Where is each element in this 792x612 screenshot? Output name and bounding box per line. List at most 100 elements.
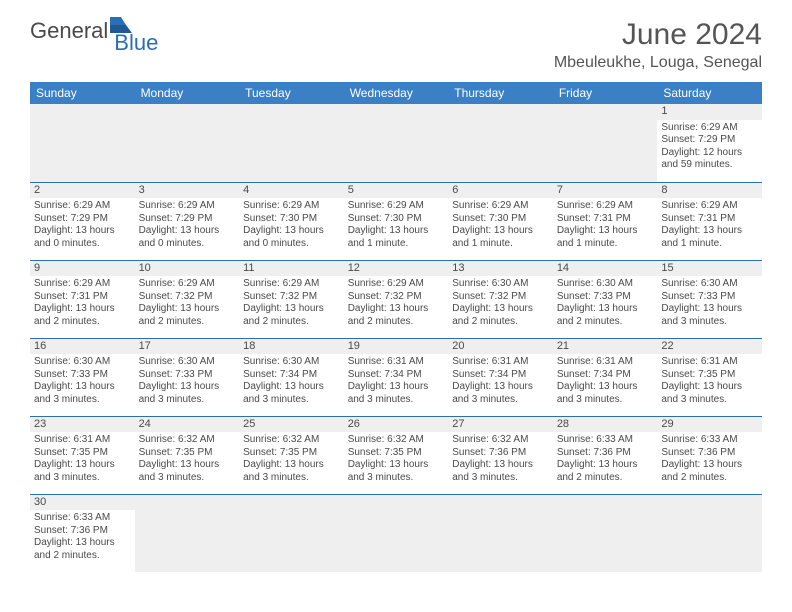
sunset-text: Sunset: 7:34 PM: [557, 369, 654, 382]
calendar-day-cell: 4Sunrise: 6:29 AMSunset: 7:30 PMDaylight…: [239, 182, 344, 260]
daylight-text: Daylight: 13 hours and 1 minute.: [348, 225, 445, 250]
sunset-text: Sunset: 7:35 PM: [348, 447, 445, 460]
sunrise-text: Sunrise: 6:30 AM: [661, 278, 758, 291]
daylight-text: Daylight: 13 hours and 3 minutes.: [452, 381, 549, 406]
logo-text-general: General: [30, 18, 108, 44]
sunset-text: Sunset: 7:30 PM: [348, 213, 445, 226]
calendar-day-cell: 24Sunrise: 6:32 AMSunset: 7:35 PMDayligh…: [135, 416, 240, 494]
sunset-text: Sunset: 7:35 PM: [243, 447, 340, 460]
sunset-text: Sunset: 7:36 PM: [34, 525, 131, 538]
day-number: 15: [657, 261, 762, 277]
sunset-text: Sunset: 7:31 PM: [661, 213, 758, 226]
calendar-day-cell: [448, 104, 553, 182]
sunrise-text: Sunrise: 6:31 AM: [348, 356, 445, 369]
day-number: 16: [30, 339, 135, 355]
calendar-day-cell: 9Sunrise: 6:29 AMSunset: 7:31 PMDaylight…: [30, 260, 135, 338]
sunrise-text: Sunrise: 6:29 AM: [557, 200, 654, 213]
sunset-text: Sunset: 7:34 PM: [348, 369, 445, 382]
calendar-day-cell: 27Sunrise: 6:32 AMSunset: 7:36 PMDayligh…: [448, 416, 553, 494]
day-number: 1: [657, 104, 762, 120]
sunset-text: Sunset: 7:34 PM: [243, 369, 340, 382]
daylight-text: Daylight: 13 hours and 3 minutes.: [34, 459, 131, 484]
daylight-text: Daylight: 13 hours and 3 minutes.: [243, 459, 340, 484]
sunset-text: Sunset: 7:29 PM: [34, 213, 131, 226]
daylight-text: Daylight: 12 hours and 59 minutes.: [661, 147, 758, 172]
day-number: 29: [657, 417, 762, 433]
daylight-text: Daylight: 13 hours and 2 minutes.: [139, 303, 236, 328]
day-number: 30: [30, 495, 135, 511]
sunset-text: Sunset: 7:29 PM: [661, 134, 758, 147]
day-number: 13: [448, 261, 553, 277]
sunset-text: Sunset: 7:33 PM: [661, 291, 758, 304]
daylight-text: Daylight: 13 hours and 3 minutes.: [557, 381, 654, 406]
calendar-day-cell: [553, 104, 658, 182]
col-saturday: Saturday: [657, 82, 762, 104]
sunrise-text: Sunrise: 6:29 AM: [34, 200, 131, 213]
calendar-day-cell: 26Sunrise: 6:32 AMSunset: 7:35 PMDayligh…: [344, 416, 449, 494]
calendar-day-cell: [239, 104, 344, 182]
col-tuesday: Tuesday: [239, 82, 344, 104]
day-number: 18: [239, 339, 344, 355]
sunset-text: Sunset: 7:35 PM: [34, 447, 131, 460]
calendar-day-cell: 29Sunrise: 6:33 AMSunset: 7:36 PMDayligh…: [657, 416, 762, 494]
day-number: 3: [135, 183, 240, 199]
calendar-day-cell: 2Sunrise: 6:29 AMSunset: 7:29 PMDaylight…: [30, 182, 135, 260]
day-number: 17: [135, 339, 240, 355]
daylight-text: Daylight: 13 hours and 0 minutes.: [139, 225, 236, 250]
daylight-text: Daylight: 13 hours and 2 minutes.: [557, 459, 654, 484]
day-number: 24: [135, 417, 240, 433]
logo-text-blue: Blue: [114, 30, 158, 56]
calendar-day-cell: 19Sunrise: 6:31 AMSunset: 7:34 PMDayligh…: [344, 338, 449, 416]
calendar-day-cell: 11Sunrise: 6:29 AMSunset: 7:32 PMDayligh…: [239, 260, 344, 338]
calendar-table: Sunday Monday Tuesday Wednesday Thursday…: [30, 82, 762, 572]
daylight-text: Daylight: 13 hours and 3 minutes.: [348, 459, 445, 484]
calendar-day-cell: 16Sunrise: 6:30 AMSunset: 7:33 PMDayligh…: [30, 338, 135, 416]
calendar-day-cell: 30Sunrise: 6:33 AMSunset: 7:36 PMDayligh…: [30, 494, 135, 572]
sunrise-text: Sunrise: 6:29 AM: [34, 278, 131, 291]
calendar-day-cell: 20Sunrise: 6:31 AMSunset: 7:34 PMDayligh…: [448, 338, 553, 416]
sunset-text: Sunset: 7:36 PM: [557, 447, 654, 460]
daylight-text: Daylight: 13 hours and 0 minutes.: [34, 225, 131, 250]
daylight-text: Daylight: 13 hours and 2 minutes.: [452, 303, 549, 328]
location-subtitle: Mbeuleukhe, Louga, Senegal: [554, 54, 762, 72]
calendar-day-cell: [344, 494, 449, 572]
calendar-day-cell: [344, 104, 449, 182]
day-number: 19: [344, 339, 449, 355]
sunset-text: Sunset: 7:32 PM: [139, 291, 236, 304]
sunrise-text: Sunrise: 6:30 AM: [139, 356, 236, 369]
title-block: June 2024 Mbeuleukhe, Louga, Senegal: [554, 18, 762, 72]
daylight-text: Daylight: 13 hours and 2 minutes.: [557, 303, 654, 328]
sunset-text: Sunset: 7:34 PM: [452, 369, 549, 382]
calendar-day-cell: [657, 494, 762, 572]
day-number: 10: [135, 261, 240, 277]
sunrise-text: Sunrise: 6:30 AM: [452, 278, 549, 291]
sunrise-text: Sunrise: 6:31 AM: [34, 434, 131, 447]
sunrise-text: Sunrise: 6:29 AM: [243, 278, 340, 291]
calendar-week-row: 2Sunrise: 6:29 AMSunset: 7:29 PMDaylight…: [30, 182, 762, 260]
calendar-day-cell: 12Sunrise: 6:29 AMSunset: 7:32 PMDayligh…: [344, 260, 449, 338]
sunset-text: Sunset: 7:32 PM: [348, 291, 445, 304]
calendar-day-cell: [448, 494, 553, 572]
calendar-week-row: 1Sunrise: 6:29 AMSunset: 7:29 PMDaylight…: [30, 104, 762, 182]
calendar-day-cell: 21Sunrise: 6:31 AMSunset: 7:34 PMDayligh…: [553, 338, 658, 416]
calendar-day-cell: [135, 104, 240, 182]
day-number: 8: [657, 183, 762, 199]
daylight-text: Daylight: 13 hours and 3 minutes.: [348, 381, 445, 406]
sunrise-text: Sunrise: 6:32 AM: [139, 434, 236, 447]
calendar-day-cell: 8Sunrise: 6:29 AMSunset: 7:31 PMDaylight…: [657, 182, 762, 260]
calendar-week-row: 9Sunrise: 6:29 AMSunset: 7:31 PMDaylight…: [30, 260, 762, 338]
sunrise-text: Sunrise: 6:29 AM: [452, 200, 549, 213]
daylight-text: Daylight: 13 hours and 3 minutes.: [139, 381, 236, 406]
calendar-day-cell: 7Sunrise: 6:29 AMSunset: 7:31 PMDaylight…: [553, 182, 658, 260]
sunset-text: Sunset: 7:33 PM: [557, 291, 654, 304]
calendar-day-cell: 3Sunrise: 6:29 AMSunset: 7:29 PMDaylight…: [135, 182, 240, 260]
day-number: 28: [553, 417, 658, 433]
sunset-text: Sunset: 7:30 PM: [243, 213, 340, 226]
day-number: 6: [448, 183, 553, 199]
day-number: 2: [30, 183, 135, 199]
calendar-day-cell: 22Sunrise: 6:31 AMSunset: 7:35 PMDayligh…: [657, 338, 762, 416]
day-number: 11: [239, 261, 344, 277]
sunrise-text: Sunrise: 6:29 AM: [139, 200, 236, 213]
daylight-text: Daylight: 13 hours and 2 minutes.: [243, 303, 340, 328]
sunset-text: Sunset: 7:33 PM: [34, 369, 131, 382]
